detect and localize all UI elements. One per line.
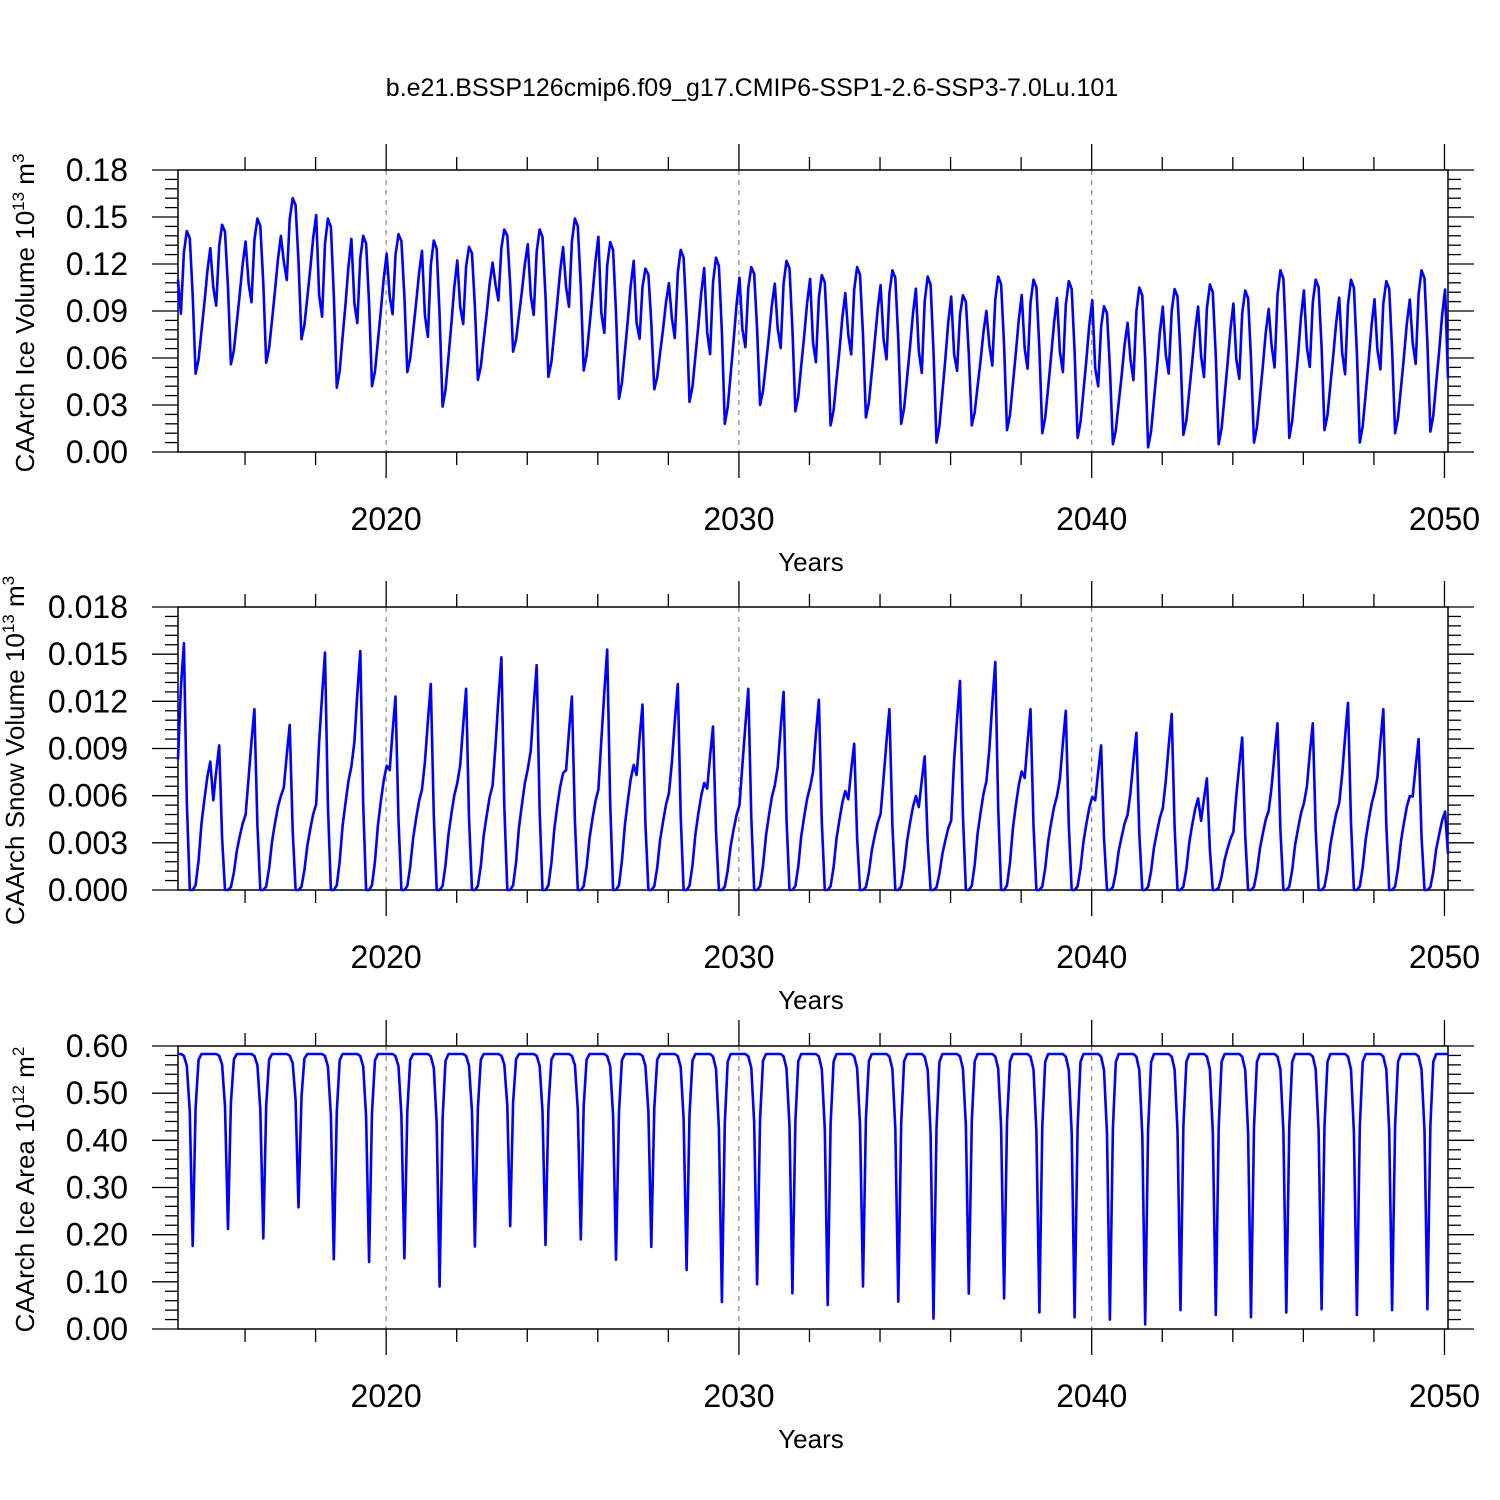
y-tick-label: 0.40 (66, 1122, 128, 1158)
ice-volume-panel: 0.00 0.03 0.06 0.09 0.12 0.15 0.18 2020 2030 2040… (9, 144, 1480, 577)
x-tick-label-2050: 2050 (1409, 501, 1480, 537)
y-tick-label: 0.00 (66, 434, 128, 470)
y-tick-label: 0.012 (48, 683, 128, 719)
x-tick-label-2020: 2020 (351, 501, 422, 537)
y-tick-label: 0.006 (48, 778, 128, 814)
y-tick-label: 0.00 (66, 1311, 128, 1347)
y-axis-label: CAArch Ice Volume 1013 m3 (9, 154, 40, 473)
y-tick-label: 0.015 (48, 636, 128, 672)
y-tick-label: 0.003 (48, 825, 128, 861)
y-tick-label: 0.018 (48, 589, 128, 625)
y-tick-label: 0.60 (66, 1028, 128, 1064)
ice-area-panel: 0.00 0.10 0.20 0.30 0.40 0.50 0.60 2020 2030 2040… (9, 1020, 1480, 1454)
x-tick-label-2030: 2030 (703, 501, 774, 537)
y-tick-label: 0.12 (66, 246, 128, 282)
x-tick-label-2040: 2040 (1056, 501, 1127, 537)
x-axis-label: Years (778, 547, 844, 577)
x-tick-label-2040: 2040 (1056, 939, 1127, 975)
y-tick-label: 0.10 (66, 1264, 128, 1300)
y-tick-label: 0.50 (66, 1075, 128, 1111)
x-tick-label-2020: 2020 (351, 1378, 422, 1414)
y-axis-label: CAArch Snow Volume 1013 m3 (0, 576, 30, 925)
x-tick-label-2050: 2050 (1409, 939, 1480, 975)
y-axis-label: CAArch Ice Area 1012 m2 (9, 1047, 40, 1333)
plot-frame (177, 606, 1449, 891)
x-tick-label-2020: 2020 (351, 939, 422, 975)
snow-volume-panel: 0.000 0.003 0.006 0.009 0.012 0.015 0.018 2020 2… (0, 576, 1480, 1015)
y-tick-label: 0.30 (66, 1170, 128, 1206)
y-tick-label: 0.009 (48, 731, 128, 767)
x-axis-label: Years (778, 985, 844, 1015)
x-tick-label-2030: 2030 (703, 1378, 774, 1414)
y-tick-label: 0.20 (66, 1217, 128, 1253)
x-tick-label-2050: 2050 (1409, 1378, 1480, 1414)
ice-volume-series-line (176, 196, 1450, 449)
y-tick-label: 0.000 (48, 872, 128, 908)
y-tick-label: 0.09 (66, 293, 128, 329)
y-tick-label: 0.15 (66, 199, 128, 235)
snow-volume-series-line (176, 641, 1450, 892)
x-tick-label-2040: 2040 (1056, 1378, 1127, 1414)
figure-title: b.e21.BSSP126cmip6.f09_g17.CMIP6-SSP1-2.… (386, 74, 1118, 102)
x-axis-label: Years (778, 1424, 844, 1454)
y-tick-label: 0.18 (66, 152, 128, 188)
y-tick-label: 0.03 (66, 387, 128, 423)
ice-area-series-line (178, 1052, 1448, 1326)
y-tick-label: 0.06 (66, 340, 128, 376)
x-tick-label-2030: 2030 (703, 939, 774, 975)
